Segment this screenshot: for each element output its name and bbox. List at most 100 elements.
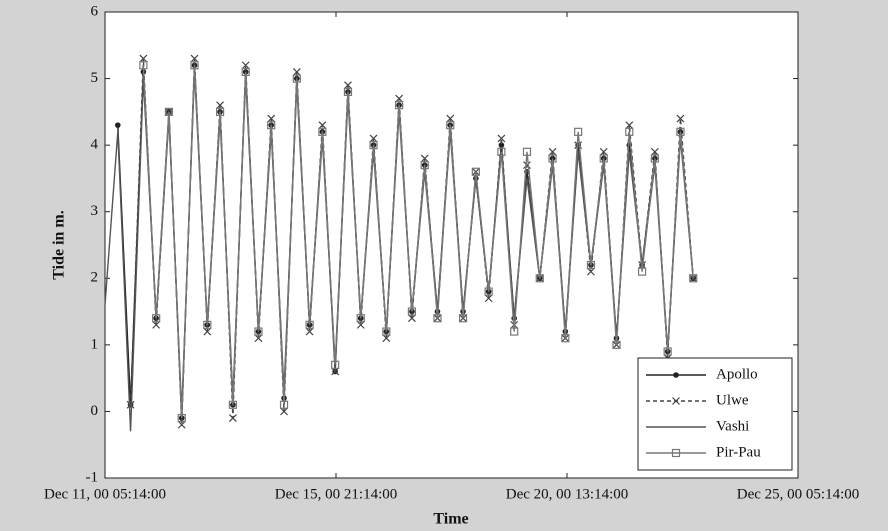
data-point (446, 121, 455, 130)
data-point (599, 147, 608, 156)
data-point (139, 54, 148, 63)
data-point (484, 287, 493, 296)
x-tick-label: Dec 15, 00 21:14:00 (275, 486, 397, 502)
x-tick-label: Dec 25, 00 05:14:00 (737, 486, 859, 502)
data-point (356, 314, 365, 323)
legend-label: Ulwe (716, 392, 749, 408)
data-point (650, 154, 659, 163)
data-point (574, 127, 583, 136)
data-point (164, 107, 174, 116)
data-point (254, 327, 263, 336)
legend-marker (671, 448, 681, 458)
legend-box (637, 357, 793, 471)
data-point (216, 101, 225, 110)
data-point (228, 400, 237, 409)
legend-marker (673, 372, 679, 378)
data-point (356, 320, 365, 329)
data-point (152, 314, 161, 323)
data-point (241, 67, 250, 77)
y-tick-label: 6 (91, 3, 99, 19)
data-point (305, 327, 314, 336)
y-tick-label: 0 (91, 403, 99, 419)
y-tick-label: -1 (86, 469, 99, 485)
data-point (676, 114, 685, 123)
data-point (535, 274, 544, 283)
data-point (305, 320, 314, 329)
data-point (177, 413, 186, 423)
data-point (292, 74, 301, 83)
data-point (215, 107, 225, 116)
data-point (676, 127, 685, 136)
data-point (586, 260, 596, 270)
data-point (663, 347, 672, 356)
data-point (650, 147, 659, 156)
data-point (292, 67, 301, 76)
data-point (395, 101, 404, 110)
data-point (203, 327, 212, 336)
data-point (139, 61, 148, 70)
y-tick-label: 3 (91, 203, 99, 219)
data-point (343, 87, 353, 96)
data-point (407, 314, 416, 323)
data-point (548, 147, 557, 156)
y-axis-label: Tide in m. (51, 210, 68, 280)
data-point (203, 320, 212, 329)
x-axis-label: Time (433, 511, 468, 528)
data-point (522, 147, 532, 156)
data-point (331, 367, 340, 376)
data-point (382, 327, 391, 336)
data-point (587, 267, 595, 276)
series-line (142, 65, 694, 419)
data-point (637, 267, 647, 276)
data-point (689, 274, 698, 283)
data-point (318, 121, 327, 130)
data-point (177, 420, 186, 429)
data-point (548, 154, 557, 163)
data-point (574, 141, 583, 150)
data-point (254, 334, 263, 343)
data-point (433, 314, 442, 323)
data-point (471, 167, 480, 176)
data-point (279, 400, 289, 409)
data-point (625, 121, 634, 130)
data-point (331, 360, 340, 369)
data-point (267, 121, 276, 130)
data-point (599, 154, 608, 163)
y-tick-label: 2 (91, 270, 99, 286)
data-point (228, 414, 237, 423)
data-point (458, 314, 468, 323)
data-point (446, 114, 455, 123)
data-point (280, 407, 288, 416)
legend-label: Vashi (716, 418, 749, 434)
data-point (625, 127, 634, 136)
y-tick-label: 5 (91, 70, 99, 86)
data-point (267, 114, 276, 123)
data-point (510, 327, 519, 336)
legend-label: Apollo (716, 366, 758, 382)
data-point (420, 161, 429, 170)
legend-marker (672, 397, 680, 405)
data-point (190, 54, 199, 63)
data-point (420, 154, 429, 163)
data-point (190, 61, 199, 70)
data-point (561, 334, 570, 343)
data-point (318, 127, 327, 136)
x-tick-label: Dec 11, 00 05:14:00 (44, 486, 166, 502)
data-point (369, 141, 378, 150)
data-point (241, 61, 250, 70)
data-point (382, 334, 391, 343)
legend-label: Pir-Pau (716, 444, 761, 460)
data-point (612, 340, 621, 349)
x-tick-label: Dec 20, 00 13:14:00 (506, 486, 628, 502)
data-point (498, 142, 505, 148)
data-point (497, 147, 506, 156)
y-tick-label: 1 (91, 336, 99, 352)
data-point (126, 400, 135, 409)
data-point (114, 122, 121, 128)
data-point (523, 161, 531, 170)
data-point (152, 320, 161, 329)
data-point (484, 294, 493, 303)
data-point (344, 81, 352, 90)
data-point (407, 307, 416, 316)
